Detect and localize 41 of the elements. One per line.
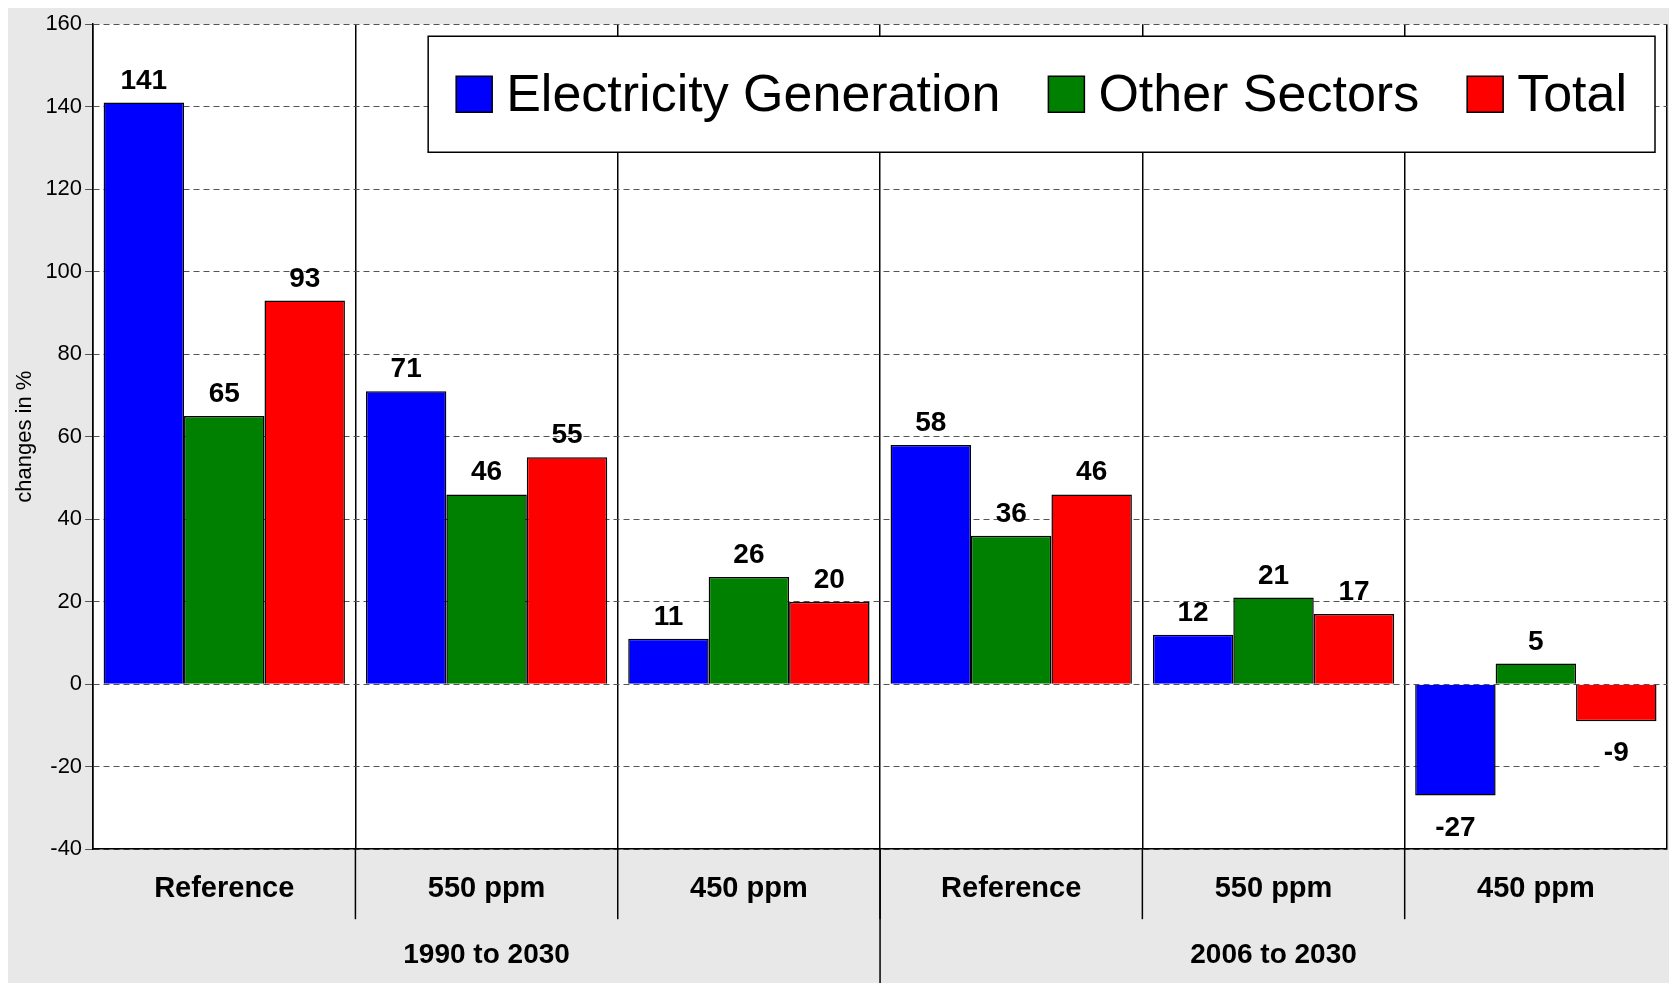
y-tick-label: 40 [57, 505, 83, 531]
y-tick-label: 80 [57, 340, 83, 366]
data-label: 46 [1076, 455, 1108, 487]
data-label: 21 [1257, 558, 1290, 590]
y-tick-label: 60 [57, 422, 83, 448]
data-label: 11 [653, 599, 684, 631]
data-label: -27 [1435, 810, 1476, 842]
text: 1990 to 2030 [403, 938, 570, 969]
x-tick-label: 450 ppm [1477, 870, 1595, 903]
y-tick-label: 160 [45, 10, 83, 36]
legend-label: Total [1517, 63, 1627, 122]
data-label: 36 [995, 496, 1027, 528]
data-label: 26 [733, 537, 765, 569]
y-tick-label: 140 [45, 92, 83, 118]
data-label: 71 [390, 352, 422, 384]
data-label: 58 [915, 405, 947, 437]
data-label: 141 [120, 63, 168, 95]
legend-label: Electricity Generation [506, 63, 1001, 122]
x-tick-label: 550 ppm [1214, 870, 1333, 903]
text: 2006 to 2030 [1190, 938, 1357, 969]
data-label: 17 [1338, 575, 1370, 607]
y-tick-label: -20 [50, 752, 83, 778]
y-tick-label: -40 [50, 835, 83, 861]
data-label: 65 [208, 377, 240, 409]
x-tick-label: 450 ppm [690, 870, 808, 903]
x-tick-label: Reference [941, 870, 1082, 903]
y-tick-label: 120 [45, 175, 83, 201]
data-label: 5 [1528, 624, 1544, 656]
y-tick-label: 0 [69, 670, 83, 696]
legend-label: Other Sectors [1098, 63, 1420, 122]
data-label: 20 [813, 562, 845, 594]
y-tick-label: 100 [45, 257, 83, 283]
data-label: 46 [471, 455, 503, 487]
data-label: 12 [1177, 595, 1209, 627]
data-label: 93 [289, 261, 321, 293]
data-label: 55 [551, 418, 583, 450]
y-axis-title: changes in % [11, 370, 37, 503]
x-tick-label: Reference [154, 870, 295, 903]
x-tick-label: 550 ppm [427, 870, 546, 903]
data-label: -9 [1603, 736, 1629, 768]
y-tick-label: 20 [57, 587, 83, 613]
